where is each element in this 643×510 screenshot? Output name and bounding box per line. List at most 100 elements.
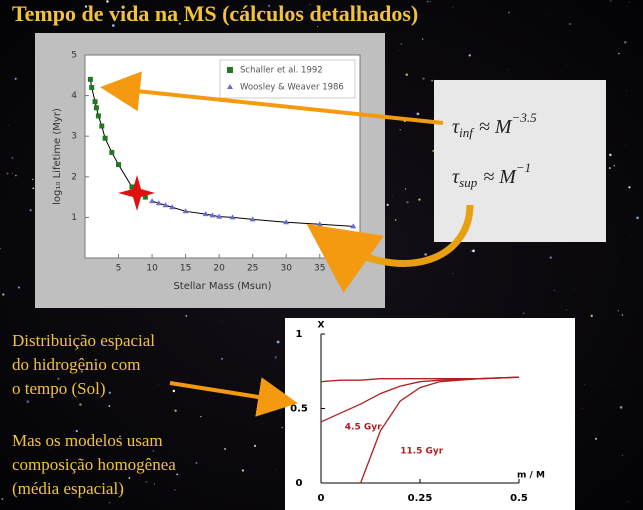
star (508, 11, 510, 14)
marker (95, 113, 101, 119)
marker (116, 162, 122, 168)
star (8, 124, 9, 126)
star (617, 310, 619, 312)
x-tick-label: 30 (280, 264, 292, 274)
y-tick-label: 0.5 (290, 404, 308, 415)
note-line: Mas os modelos usam (12, 431, 163, 450)
star (507, 69, 509, 71)
star (400, 43, 402, 45)
marker (202, 211, 209, 217)
star (49, 449, 50, 450)
marker (87, 76, 93, 82)
star (154, 483, 156, 485)
x-tick-label: 35 (314, 264, 325, 274)
star (452, 7, 454, 8)
star (416, 112, 420, 116)
legend-label: Woosley & Weaver 1986 (240, 83, 344, 93)
marker (142, 194, 148, 200)
star (120, 490, 122, 492)
x-axis-label: m / M (517, 471, 545, 481)
y-tick-label: 1 (71, 213, 77, 223)
star (424, 253, 427, 256)
star (426, 0, 429, 3)
star (429, 1, 431, 2)
star (195, 462, 198, 464)
note-line: composição homogênea (12, 455, 176, 474)
y-axis-label: X (318, 321, 325, 331)
x-tick-label: 0 (318, 493, 325, 504)
marker (93, 105, 99, 111)
star (108, 405, 111, 407)
formula-part: −1 (516, 160, 531, 175)
star (610, 0, 612, 2)
star (399, 129, 401, 131)
star (221, 358, 223, 360)
x-tick-label: 15 (180, 264, 191, 274)
note-line: (média espacial) (12, 479, 124, 498)
star (32, 187, 35, 189)
star (128, 477, 131, 479)
marker (216, 213, 223, 219)
note-line: do hidrogênio com (12, 355, 140, 374)
star (274, 356, 277, 359)
star (629, 2, 630, 3)
marker (149, 198, 156, 204)
x-tick-label: 25 (247, 264, 258, 274)
star (609, 153, 612, 157)
star (619, 406, 623, 409)
marker (229, 214, 236, 220)
legend-marker (227, 67, 233, 73)
x-tick-label: 5 (116, 264, 122, 274)
star (594, 437, 598, 440)
star (108, 391, 111, 394)
y-tick-label: 0 (296, 478, 303, 489)
star (422, 77, 425, 80)
star (626, 90, 628, 91)
star (200, 415, 202, 418)
star (0, 247, 1, 250)
x-axis-label: Stellar Mass (Msun) (173, 281, 271, 292)
star (176, 473, 179, 476)
star (178, 22, 181, 25)
star (432, 149, 435, 153)
formula-part: τ (452, 166, 460, 188)
formula-part: τ (452, 116, 460, 138)
star (174, 489, 176, 491)
marker (102, 135, 108, 141)
star (223, 8, 225, 10)
star (404, 188, 406, 190)
star (355, 11, 358, 13)
note-line: o tempo (Sol) (12, 379, 106, 398)
star (421, 38, 424, 40)
y-tick-label: 3 (71, 132, 77, 142)
note-line: Distribuição espacial (12, 331, 155, 350)
star (108, 18, 109, 20)
star (610, 385, 612, 386)
star (452, 273, 454, 274)
formula-box (434, 80, 606, 242)
curve-label: 4.5 Gyr (345, 422, 382, 432)
star (145, 481, 147, 483)
y-tick-label: 1 (296, 329, 303, 340)
formula-part: ≈ M (479, 116, 513, 138)
star (392, 195, 393, 197)
star (29, 209, 32, 212)
marker (249, 216, 256, 222)
star (111, 24, 115, 27)
star (627, 501, 629, 503)
star (79, 403, 82, 406)
star (566, 65, 567, 67)
legend (219, 59, 356, 99)
star (636, 216, 639, 220)
star (84, 5, 88, 8)
star (549, 256, 552, 259)
star (582, 408, 584, 409)
x-tick-label: 0.5 (510, 493, 528, 504)
star (15, 174, 17, 177)
star (172, 389, 176, 393)
star (1, 498, 4, 500)
chart-panel (285, 318, 575, 510)
marker (129, 184, 135, 190)
star (14, 77, 17, 80)
